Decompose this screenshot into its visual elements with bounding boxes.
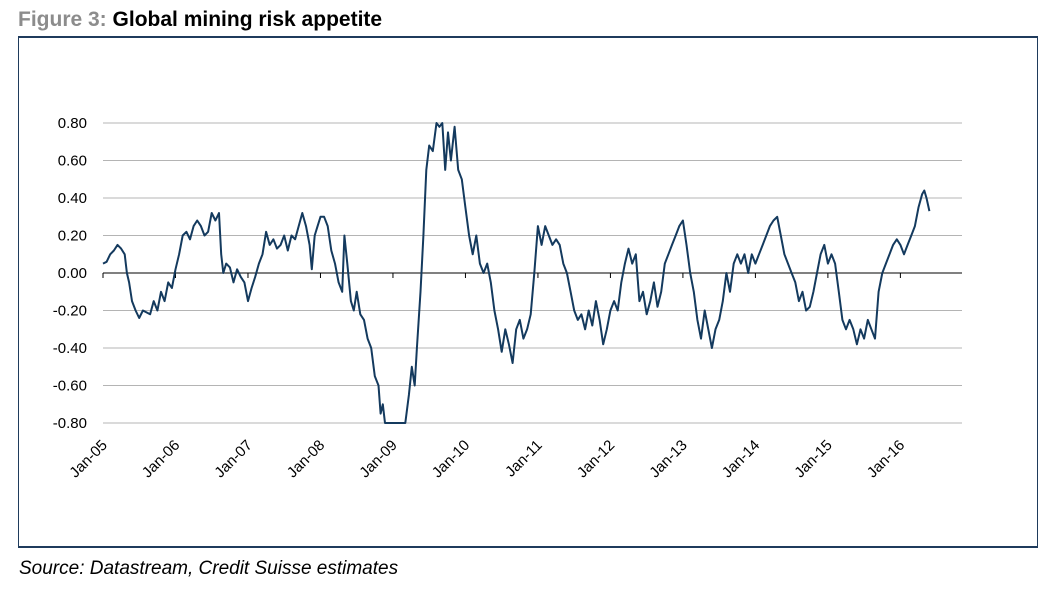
x-tick-label: Jan-08 (284, 437, 328, 481)
chart-frame (18, 38, 1038, 548)
x-tick-label: Jan-14 (719, 437, 763, 481)
series-line (102, 122, 931, 424)
x-tick-label: Jan-06 (139, 437, 183, 481)
x-tick-label: Jan-12 (574, 437, 618, 481)
x-tick-label: Jan-13 (646, 437, 690, 481)
y-tick-label: 0.00 (58, 265, 87, 282)
x-axis-ticks: Jan-05 Jan-06 Jan-07 Jan-08 Jan-09 Jan-10 Jan-… (66, 273, 908, 481)
source-note: Source: Datastream, Credit Suisse estima… (19, 558, 399, 579)
y-tick-label: -0.40 (53, 340, 87, 357)
x-tick-label: Jan-09 (356, 437, 400, 481)
y-tick-label: -0.60 (53, 378, 87, 395)
series (102, 122, 931, 424)
y-tick-label: -0.80 (53, 415, 87, 432)
y-tick-label: -0.20 (53, 303, 87, 320)
x-tick-label: Jan-07 (211, 437, 255, 481)
y-tick-label: 0.40 (58, 190, 87, 207)
x-tick-label: Jan-16 (864, 437, 908, 481)
x-tick-label: Jan-10 (429, 437, 473, 481)
figure-label: Figure 3: (18, 8, 107, 31)
y-tick-label: 0.60 (58, 153, 87, 170)
x-tick-label: Jan-15 (791, 437, 835, 481)
title-rule (18, 36, 1038, 38)
chart-title: Global mining risk appetite (112, 8, 383, 31)
x-tick-label: Jan-11 (502, 437, 546, 481)
x-tick-label: Jan-05 (66, 437, 110, 481)
gridlines (103, 122, 962, 424)
y-tick-label: 0.20 (58, 228, 87, 245)
y-tick-label: 0.80 (58, 115, 87, 132)
y-axis-ticks: 0.80 0.60 0.40 0.20 0.00 -0.20 -0.40 -0.60 -0.80 (53, 115, 87, 432)
figure-title: Figure 3: Global mining risk appetite (18, 8, 382, 32)
